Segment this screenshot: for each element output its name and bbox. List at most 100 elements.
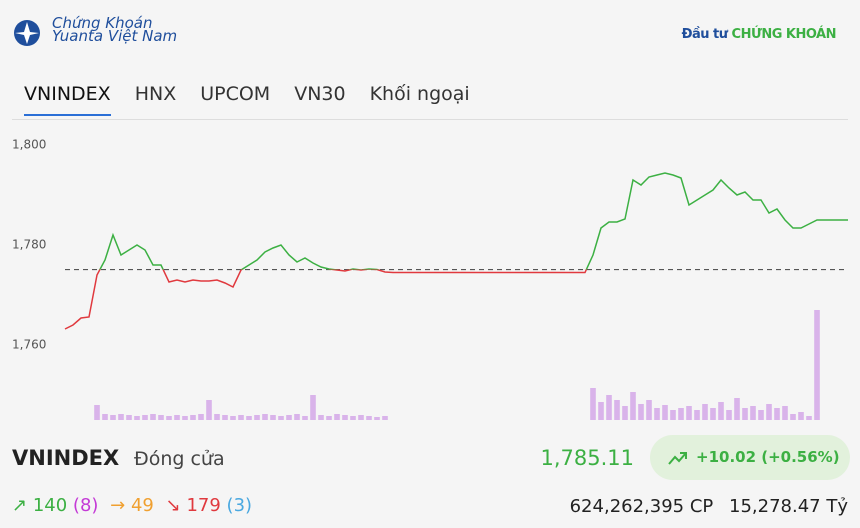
- divider: [12, 119, 848, 120]
- breadth: ↗ 140 (8) → 49 ↘ 179 (3): [12, 495, 252, 516]
- volume-bar: [782, 406, 788, 420]
- index-name: VNINDEX: [12, 446, 120, 470]
- volume-bar: [742, 408, 748, 420]
- volume-bar: [214, 414, 220, 420]
- tab[interactable]: Khối ngoại: [369, 83, 470, 105]
- close-label: Đóng cửa: [134, 448, 225, 470]
- volume-bar: [734, 398, 740, 420]
- y-tick-label: 1,780: [12, 238, 46, 252]
- down-icon: ↘: [165, 495, 181, 516]
- price-line-up: [99, 172, 848, 270]
- volume-bar: [254, 415, 260, 420]
- volume-bar: [198, 414, 204, 420]
- volume-bar: [342, 415, 348, 420]
- volume-bar: [222, 415, 228, 420]
- volume-bar: [302, 416, 308, 420]
- volume-bar: [638, 404, 644, 420]
- volume-bar: [350, 416, 356, 420]
- volume-bar: [358, 415, 364, 420]
- volume-bar: [110, 415, 116, 420]
- volume-bar: [718, 402, 724, 420]
- down-count: 179: [186, 495, 221, 516]
- volume-bar: [182, 416, 188, 420]
- volume-bar: [710, 408, 716, 420]
- volume-bar: [206, 400, 212, 420]
- chart: 1,760 1,780 1,800: [12, 138, 848, 420]
- up-icon: ↗: [12, 495, 28, 516]
- volume-bar: [374, 417, 380, 420]
- volume-bar: [190, 415, 196, 420]
- tab[interactable]: UPCOM: [200, 83, 271, 105]
- volume-bar: [94, 405, 100, 420]
- volume-bar: [230, 416, 236, 420]
- volume-bar: [750, 406, 756, 420]
- logo-icon: [14, 20, 40, 46]
- volume-bar: [726, 410, 732, 420]
- total-volume: 624,262,395 CP: [569, 496, 714, 517]
- volume-bar: [646, 400, 652, 420]
- logo-text: Chứng Khoán Yuanta Việt Nam: [52, 16, 178, 45]
- volume-bar: [806, 416, 812, 420]
- price-line-down: [64, 269, 588, 330]
- volume-bar: [774, 408, 780, 420]
- volume-bar: [366, 416, 372, 420]
- floor-count: (3): [226, 495, 253, 516]
- y-tick-label: 1,800: [12, 138, 46, 152]
- flat-count: 49: [130, 495, 154, 516]
- volume-bar: [118, 414, 124, 420]
- y-tick-label: 1,760: [12, 338, 46, 352]
- volume-bar: [310, 395, 316, 420]
- volume-bar: [142, 415, 148, 420]
- change: +10.02 (+0.56%): [696, 448, 840, 466]
- brand-a: Đầu tư: [681, 27, 728, 42]
- price: 1,785.11: [540, 446, 634, 470]
- total-value: 15,278.47 Tỷ: [729, 496, 848, 517]
- volume-bar: [614, 400, 620, 420]
- volume-bar: [678, 408, 684, 420]
- volume-bar: [150, 414, 156, 420]
- volume-bar: [166, 416, 172, 420]
- volume-bar: [814, 310, 820, 420]
- volume-bar: [278, 416, 284, 420]
- change-chip: +10.02 (+0.56%): [650, 435, 850, 480]
- totals: 624,262,395 CP 15,278.47 Tỷ: [570, 496, 848, 517]
- volume-bar: [670, 410, 676, 420]
- volume-bar: [590, 388, 596, 420]
- volume-bar: [238, 415, 244, 420]
- volume-bar: [694, 410, 700, 420]
- volume-bar: [270, 415, 276, 420]
- up-count: 140: [32, 495, 68, 516]
- volume-bar: [126, 415, 132, 420]
- brand-b: CHỨNG KHOÁN: [731, 27, 837, 42]
- flat-icon: →: [110, 495, 126, 516]
- volume-bar: [702, 404, 708, 420]
- volume-bar: [686, 406, 692, 420]
- volume-bar: [630, 392, 636, 420]
- volume-bar: [798, 412, 804, 420]
- logo-line: Yuanta Việt Nam: [52, 27, 178, 45]
- tab[interactable]: VN30: [294, 83, 346, 105]
- volume-bar: [102, 414, 108, 420]
- volume-bar: [294, 414, 300, 420]
- tab[interactable]: HNX: [134, 83, 177, 105]
- volume-bar: [766, 404, 772, 420]
- volume-bar: [326, 416, 332, 420]
- volume-bar: [622, 406, 628, 420]
- volume-bar: [318, 415, 324, 420]
- volume-bar: [174, 415, 180, 420]
- tab[interactable]: VNINDEX: [24, 83, 111, 116]
- volume-bar: [382, 416, 388, 420]
- volume-bar: [262, 414, 268, 420]
- volume-bar: [158, 415, 164, 420]
- volume-bar: [334, 414, 340, 420]
- ceiling-count: (8): [72, 495, 99, 516]
- volume-bar: [286, 415, 292, 420]
- volume-bar: [134, 416, 140, 420]
- volume-bar: [662, 405, 668, 420]
- volume-bar: [790, 414, 796, 420]
- volume-bar: [758, 410, 764, 420]
- volume-bar: [606, 395, 612, 420]
- volume-bar: [598, 402, 604, 420]
- volume-bar: [246, 416, 252, 420]
